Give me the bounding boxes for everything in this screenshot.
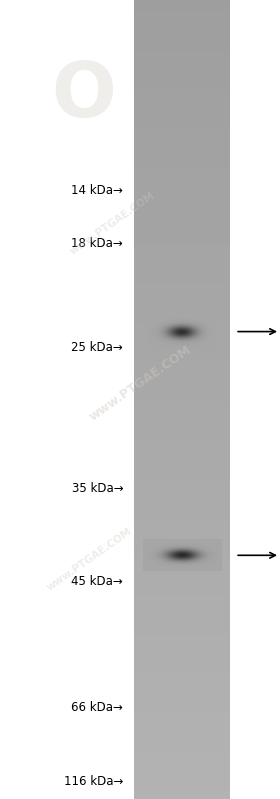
Text: 45 kDa→: 45 kDa→ xyxy=(71,575,123,588)
Text: 116 kDa→: 116 kDa→ xyxy=(64,775,123,788)
Text: 14 kDa→: 14 kDa→ xyxy=(71,184,123,197)
Text: 66 kDa→: 66 kDa→ xyxy=(71,701,123,714)
Text: www.PTGAE.COM: www.PTGAE.COM xyxy=(87,344,193,423)
Text: O: O xyxy=(52,59,116,133)
Text: 18 kDa→: 18 kDa→ xyxy=(71,237,123,250)
Text: 25 kDa→: 25 kDa→ xyxy=(71,341,123,354)
Text: www.PTGAE.COM: www.PTGAE.COM xyxy=(45,526,134,593)
Text: www.PTGAE.COM: www.PTGAE.COM xyxy=(67,190,157,257)
Text: 35 kDa→: 35 kDa→ xyxy=(72,483,123,495)
